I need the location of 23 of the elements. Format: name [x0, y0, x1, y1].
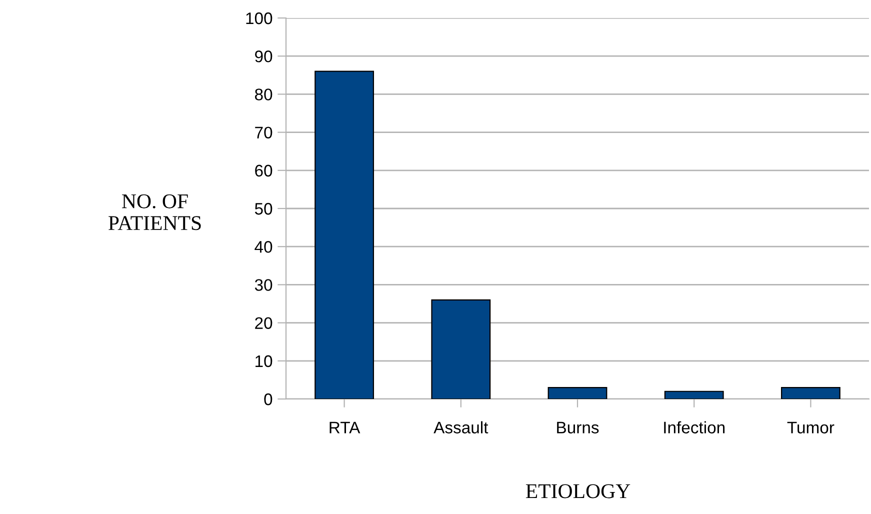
y-tick-label: 40: [254, 241, 272, 253]
y-tick-label: 90: [255, 50, 272, 62]
bar: [314, 70, 374, 399]
bar: [780, 387, 840, 399]
bar: [664, 390, 724, 399]
x-tick-label: Burns: [557, 422, 599, 434]
x-tick-label: RTA: [330, 422, 360, 434]
y-tick-label: 100: [246, 12, 272, 24]
bar: [548, 387, 608, 399]
y-tick-label: 50: [254, 202, 272, 215]
y-tick-label: 80: [254, 88, 272, 100]
x-axis-title: ETIOLOGY: [526, 484, 630, 498]
x-tick-label: Assault: [434, 421, 488, 434]
x-tick-label: Infection: [664, 421, 725, 434]
y-tick-label: 0: [264, 393, 272, 406]
y-tick-label: 70: [255, 126, 272, 139]
y-tick-label: 10: [256, 355, 272, 368]
bar: [431, 299, 491, 399]
y-tick-label: 30: [254, 279, 272, 291]
x-tick-label: Tumor: [787, 422, 834, 434]
y-tick-label: 60: [255, 164, 272, 177]
y-tick-label: 20: [255, 317, 272, 330]
y-axis-title: NO. OF PATIENTS: [108, 194, 201, 230]
